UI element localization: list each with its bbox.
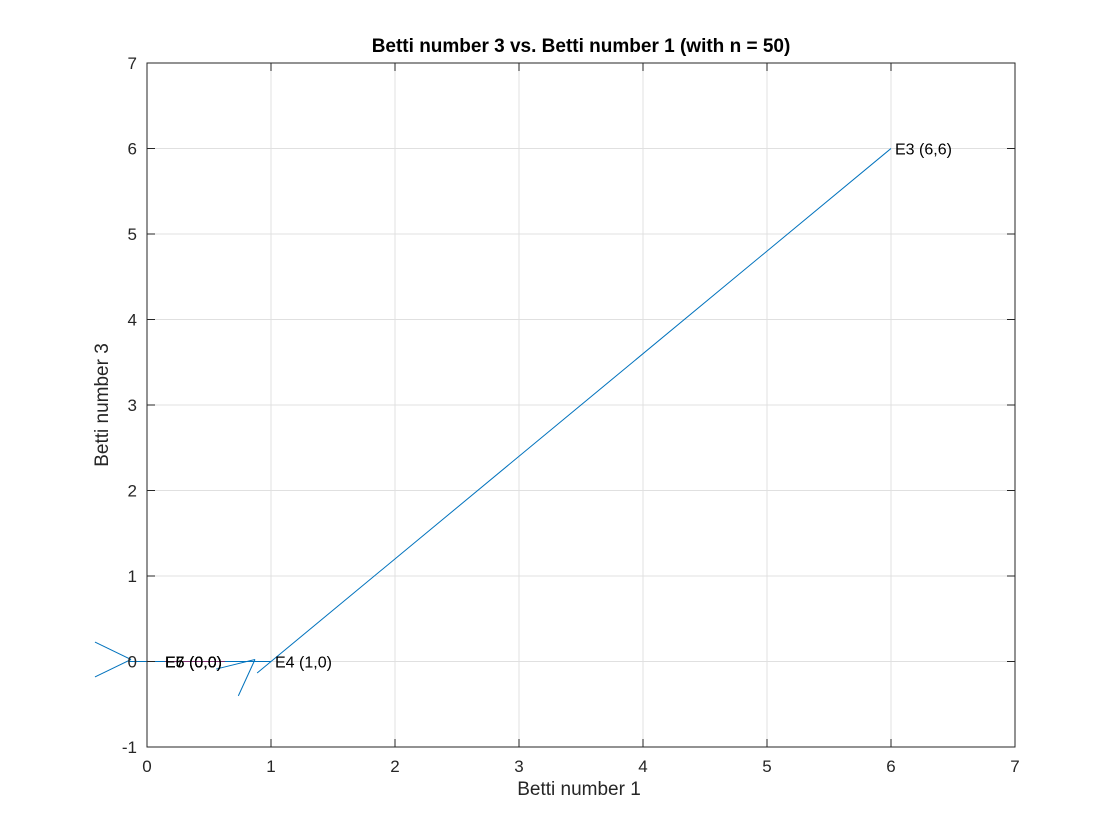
point-label: E4 (1,0)	[275, 655, 332, 672]
point-label: E7 (0,0)	[165, 655, 222, 672]
y-tick-label: 5	[128, 225, 137, 244]
point-label: E3 (6,6)	[895, 142, 952, 159]
x-tick-label: 3	[514, 757, 523, 776]
y-tick-label: 4	[128, 311, 137, 330]
arrow-head	[237, 659, 256, 697]
x-tick-label: 2	[390, 757, 399, 776]
arrow-head	[94, 659, 132, 678]
x-tick-label: 7	[1010, 757, 1019, 776]
plot-area: E3 (6,6) E4 (1,0) E5 (0,0)E6 (0,0)E7 (0,0)…	[94, 54, 1020, 776]
x-tick-label: 0	[142, 757, 151, 776]
x-tick-label: 5	[762, 757, 771, 776]
y-tick-label: 6	[128, 140, 137, 159]
y-tick-label: 7	[128, 54, 137, 73]
point-label: E6 (0,0)	[165, 655, 222, 672]
x-tick-label: 6	[886, 757, 895, 776]
arrow-head	[94, 641, 132, 660]
x-tick-label: 1	[266, 757, 275, 776]
x-axis-label: Betti number 1	[517, 779, 641, 800]
y-tick-label: 1	[128, 567, 137, 586]
y-tick-label: 3	[128, 396, 137, 415]
y-tick-label: 0	[128, 653, 137, 672]
y-axis-label: Betti number 3	[92, 343, 113, 467]
x-tick-label: 4	[638, 757, 647, 776]
y-tick-label: -1	[122, 738, 137, 757]
series-layer: E3 (6,6) E4 (1,0) E5 (0,0)E6 (0,0)E7 (0,0)	[94, 142, 952, 697]
ticks: 0 1 2 3 4 5 6 7 -1 0 1 2 3 4 5 6 7	[122, 54, 1020, 776]
chart-title: Betti number 3 vs. Betti number 1 (with …	[372, 36, 791, 57]
y-tick-label: 2	[128, 482, 137, 501]
arrow-shaft	[256, 148, 892, 674]
point-label: E5 (0,0)	[165, 655, 222, 672]
